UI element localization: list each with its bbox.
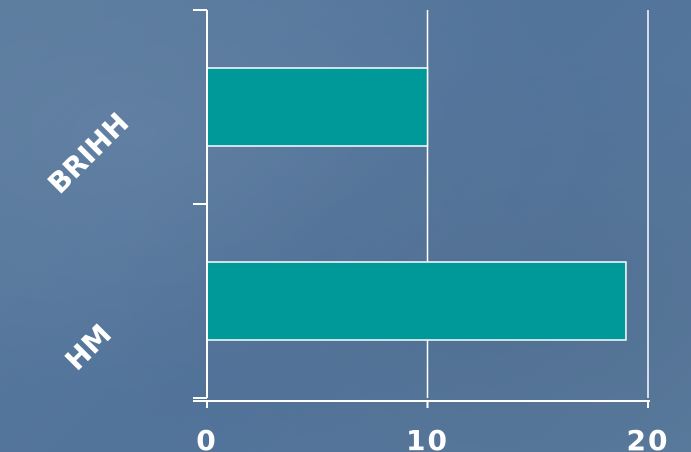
x-tick-label-0: 0: [196, 424, 217, 452]
x-tick-label-20: 20: [627, 424, 670, 452]
bar-brihh: [206, 67, 429, 147]
category-label-hm: HM: [58, 317, 118, 377]
bar-hm: [206, 261, 627, 341]
category-label-brihh: BRIHH: [41, 106, 135, 200]
x-tick-label-10: 10: [406, 424, 449, 452]
